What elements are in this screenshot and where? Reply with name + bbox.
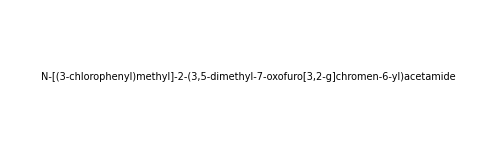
Text: N-[(3-chlorophenyl)methyl]-2-(3,5-dimethyl-7-oxofuro[3,2-g]chromen-6-yl)acetamid: N-[(3-chlorophenyl)methyl]-2-(3,5-dimeth… (41, 72, 455, 82)
